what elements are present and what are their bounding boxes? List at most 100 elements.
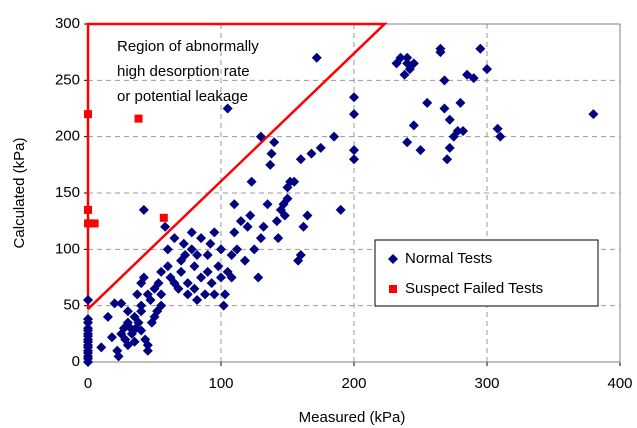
point <box>196 233 207 244</box>
point <box>306 148 317 159</box>
point <box>156 266 167 277</box>
point <box>349 154 359 165</box>
legend-marker <box>389 285 397 293</box>
y-tick-label: 200 <box>55 128 80 145</box>
point <box>83 295 93 306</box>
point <box>102 311 113 322</box>
point <box>315 142 326 153</box>
point <box>106 332 117 343</box>
point <box>202 249 213 260</box>
legend-box <box>374 239 599 307</box>
point <box>311 52 322 63</box>
point <box>258 221 269 232</box>
point <box>245 210 256 221</box>
point <box>189 283 200 294</box>
point <box>132 289 143 300</box>
y-axis-label: Calculated (kPa) <box>11 138 28 249</box>
point <box>84 110 92 119</box>
point <box>142 345 153 356</box>
point <box>444 142 455 153</box>
point <box>408 58 419 69</box>
point <box>295 249 306 260</box>
point <box>138 204 149 215</box>
point <box>136 306 147 317</box>
point <box>269 137 280 148</box>
point <box>235 216 246 227</box>
point <box>159 213 168 222</box>
point <box>289 176 300 187</box>
point <box>129 336 140 347</box>
annotation: Region of abnormally <box>117 38 259 55</box>
point <box>109 298 120 309</box>
point <box>186 227 197 238</box>
point <box>218 300 229 311</box>
point <box>253 272 264 283</box>
point <box>83 323 93 334</box>
annotation: high desorption rate <box>117 63 250 80</box>
point <box>226 272 237 283</box>
point <box>84 205 92 214</box>
point <box>156 289 167 300</box>
point <box>206 278 217 289</box>
point <box>246 176 257 187</box>
point <box>349 145 359 156</box>
point <box>415 145 426 156</box>
x-tick-label: 300 <box>474 375 499 392</box>
point <box>265 159 276 170</box>
point <box>182 289 193 300</box>
point <box>189 261 200 272</box>
point <box>422 97 433 108</box>
point <box>178 238 189 249</box>
point <box>120 334 131 345</box>
point <box>226 249 237 260</box>
point <box>279 210 290 221</box>
annotation: or potential leakage <box>117 88 248 105</box>
y-tick-label: 50 <box>63 297 80 314</box>
point <box>176 266 187 277</box>
point <box>475 43 486 54</box>
point <box>266 148 277 159</box>
point <box>439 75 450 86</box>
point <box>335 204 346 215</box>
point <box>83 314 93 325</box>
point <box>255 233 266 244</box>
point <box>402 137 413 148</box>
point <box>349 92 359 103</box>
y-tick-label: 250 <box>55 71 80 88</box>
point <box>169 233 180 244</box>
point <box>142 340 153 351</box>
point <box>96 342 107 353</box>
point <box>492 123 503 134</box>
point <box>180 249 191 260</box>
point <box>138 272 149 283</box>
point <box>219 289 230 300</box>
point <box>200 289 211 300</box>
point <box>186 244 197 255</box>
point <box>495 131 506 142</box>
point <box>395 52 406 63</box>
point <box>439 103 450 114</box>
point <box>156 300 167 311</box>
point <box>122 340 133 351</box>
region-boundary <box>86 22 388 310</box>
point <box>133 317 144 328</box>
y-tick-label: 150 <box>55 184 80 201</box>
point <box>239 255 250 266</box>
point <box>162 261 173 272</box>
x-tick-label: 100 <box>208 375 233 392</box>
point <box>222 103 233 114</box>
point <box>122 306 133 317</box>
x-tick-label: 400 <box>607 375 632 392</box>
point <box>271 216 282 227</box>
x-tick-label: 200 <box>341 375 366 392</box>
point <box>216 244 226 255</box>
point <box>282 193 293 204</box>
point <box>482 64 492 75</box>
y-tick-label: 0 <box>72 353 80 370</box>
point <box>588 109 599 120</box>
point <box>192 249 203 260</box>
x-axis-label: Measured (kPa) <box>299 409 406 426</box>
point <box>298 221 309 232</box>
point <box>205 238 216 249</box>
point <box>408 120 419 131</box>
